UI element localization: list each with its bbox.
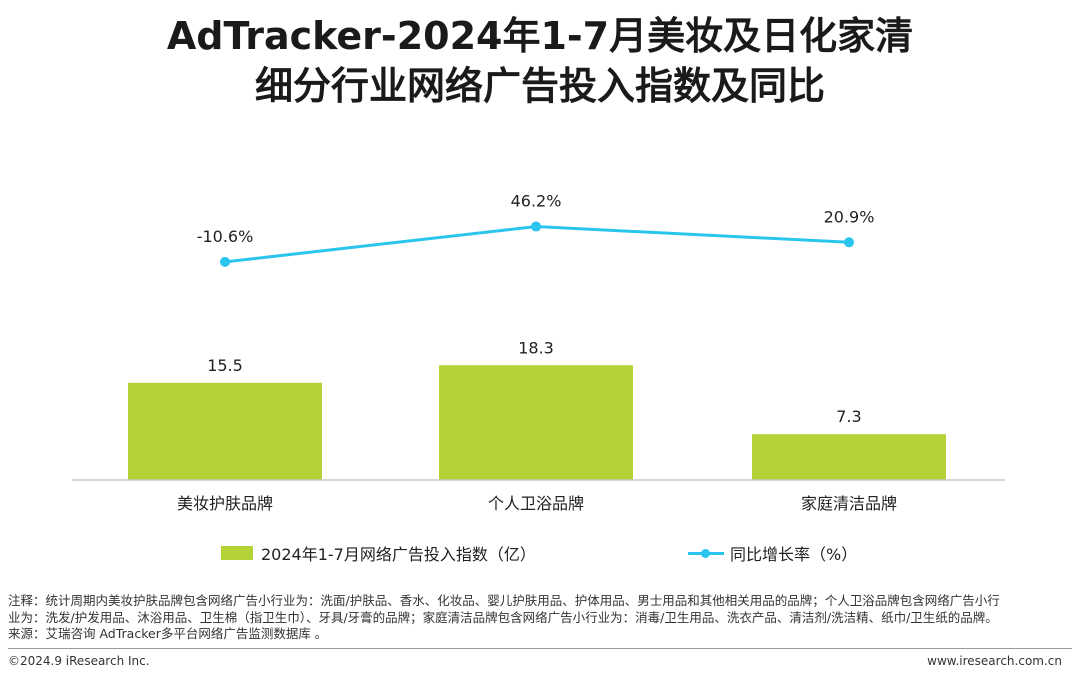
bar-2: [439, 365, 633, 480]
legend-line-label: 同比增长率（%）: [730, 545, 858, 564]
bar-3: [752, 434, 946, 480]
bar-value-label-3: 7.3: [836, 407, 861, 426]
bars-layer: [128, 365, 946, 480]
legend-bar-label: 2024年1-7月网络广告投入指数（亿）: [261, 545, 536, 564]
notes-line-2: 业为：洗发/护发用品、沐浴用品、卫生棉（指卫生巾）、牙具/牙膏的品牌；家庭清洁品…: [8, 609, 998, 625]
notes-line-1: 注释：统计周期内美妆护肤品牌包含网络广告小行业为：洗面/护肤品、香水、化妆品、婴…: [8, 593, 1000, 608]
legend-item-bar: 2024年1-7月网络广告投入指数（亿）: [221, 541, 536, 565]
growth-point-2: [531, 221, 541, 232]
footer-divider: [8, 648, 1072, 649]
category-label-2: 个人卫浴品牌: [488, 494, 584, 513]
growth-label-1: -10.6%: [197, 227, 254, 246]
growth-point-1: [220, 256, 230, 267]
growth-rate-line: [224, 225, 850, 264]
legend-bar-swatch: [221, 546, 253, 560]
growth-label-3: 20.9%: [824, 207, 875, 226]
bar-value-label-2: 18.3: [518, 338, 554, 357]
footer-copyright: ©2024.9 iResearch Inc.: [8, 654, 150, 668]
notes-source: 来源：艾瑞咨询 AdTracker多平台网络广告监测数据库 。: [8, 626, 328, 641]
combo-chart: 15.5 美妆护肤品牌 18.3 个人卫浴品牌 7.3 家庭清洁品牌 -10.6% 46.2%…: [72, 192, 1005, 513]
growth-label-2: 46.2%: [511, 192, 562, 211]
growth-point-3: [844, 237, 854, 248]
category-label-1: 美妆护肤品牌: [177, 494, 273, 513]
bar-1: [128, 382, 322, 480]
footer-url[interactable]: www.iresearch.com.cn: [927, 654, 1062, 668]
chart-title-line-1: AdTracker-2024年1-7月美妆及日化家清: [166, 14, 914, 58]
category-label-3: 家庭清洁品牌: [801, 494, 897, 513]
legend-item-line: 同比增长率（%）: [688, 541, 857, 565]
bar-value-label-1: 15.5: [207, 356, 243, 375]
chart-notes: 注释：统计周期内美妆护肤品牌包含网络广告小行业为：洗面/护肤品、香水、化妆品、婴…: [8, 593, 1072, 643]
chart-title-line-2: 细分行业网络广告投入指数及同比: [254, 64, 825, 108]
legend-line-swatch: [688, 546, 724, 560]
labels-layer: 15.5 美妆护肤品牌 18.3 个人卫浴品牌 7.3 家庭清洁品牌 -10.6% 46.2%…: [177, 192, 897, 513]
line-layer: [220, 221, 854, 267]
legend: 2024年1-7月网络广告投入指数（亿） 同比增长率（%）: [0, 541, 1080, 565]
